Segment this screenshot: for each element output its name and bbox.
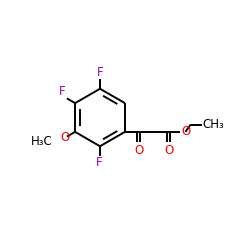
Text: O: O xyxy=(164,144,173,156)
Text: F: F xyxy=(59,84,66,98)
Text: O: O xyxy=(60,131,70,144)
Text: CH₃: CH₃ xyxy=(202,118,224,132)
Text: O: O xyxy=(134,144,143,156)
Text: O: O xyxy=(181,126,190,138)
Text: F: F xyxy=(96,156,102,170)
Text: F: F xyxy=(97,66,103,79)
Text: H₃C: H₃C xyxy=(31,136,52,148)
